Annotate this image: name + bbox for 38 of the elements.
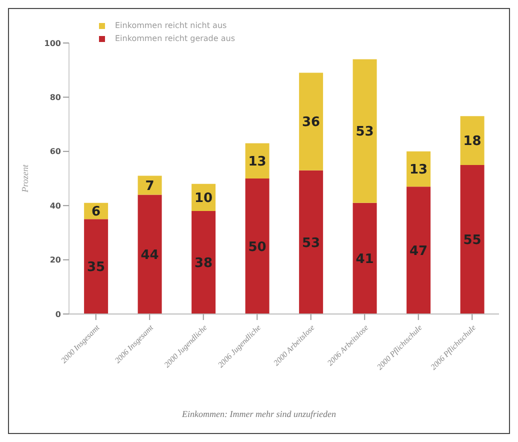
data-label: 41 bbox=[356, 252, 374, 268]
bar bbox=[352, 202, 377, 314]
bar bbox=[138, 194, 162, 314]
bar bbox=[192, 211, 216, 314]
data-label: 10 bbox=[194, 191, 213, 206]
bar bbox=[84, 219, 108, 314]
data-label: 47 bbox=[410, 244, 428, 259]
data-label: 53 bbox=[356, 124, 374, 140]
legend-label: Einkommen reicht gerade aus bbox=[115, 34, 235, 43]
bar bbox=[138, 176, 162, 195]
bar bbox=[299, 72, 324, 170]
data-label: 6 bbox=[92, 204, 101, 220]
data-label: 50 bbox=[248, 240, 266, 255]
y-axis-title: Prozent bbox=[20, 164, 30, 194]
data-label: 38 bbox=[194, 256, 213, 272]
bar bbox=[460, 164, 484, 314]
legend-label: Einkommen reicht nicht aus bbox=[115, 21, 227, 30]
text: Einkommen: Immer mehr sind unzufrieden bbox=[181, 409, 337, 419]
data-label: 53 bbox=[302, 236, 320, 251]
data-label: 36 bbox=[302, 115, 320, 130]
data-label: 55 bbox=[463, 233, 482, 248]
bar bbox=[406, 186, 431, 314]
y-tick-label: 20 bbox=[50, 256, 62, 265]
y-tick-label: 100 bbox=[44, 38, 62, 48]
data-label: 13 bbox=[410, 162, 428, 178]
data-label: 7 bbox=[145, 178, 154, 194]
bar bbox=[460, 116, 484, 165]
y-tick-label: 60 bbox=[50, 147, 62, 156]
bar bbox=[352, 59, 377, 203]
data-label: 18 bbox=[463, 134, 482, 150]
y-tick-label: 80 bbox=[50, 93, 62, 102]
data-label: 35 bbox=[87, 260, 106, 276]
bar bbox=[299, 170, 324, 314]
y-tick-label: 40 bbox=[50, 201, 62, 210]
y-tick-label: 0 bbox=[55, 310, 62, 319]
data-label: 44 bbox=[140, 248, 159, 263]
bar bbox=[245, 178, 270, 314]
data-label: 13 bbox=[248, 154, 266, 170]
